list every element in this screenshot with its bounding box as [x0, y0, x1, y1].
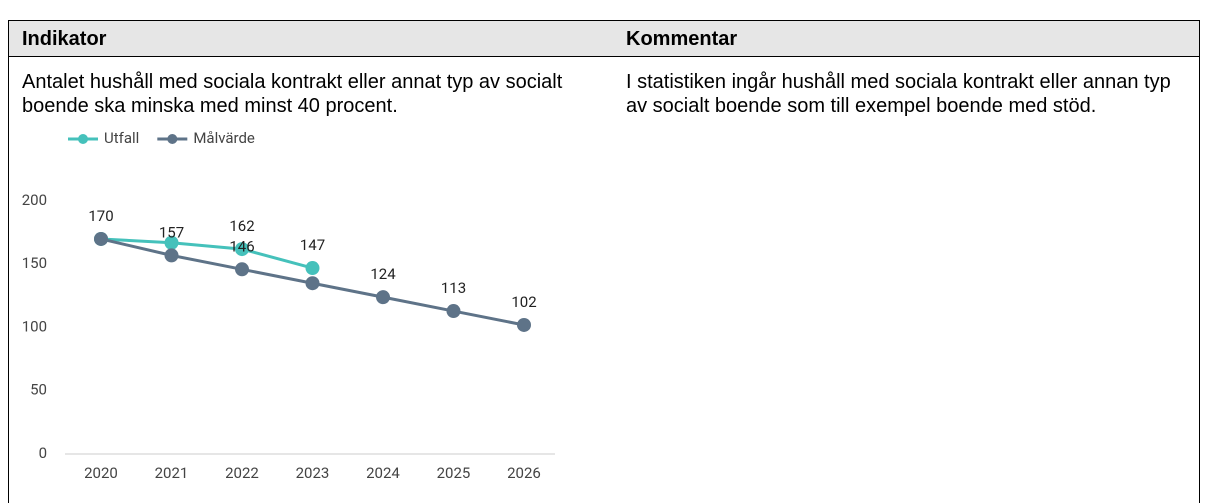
border [1199, 20, 1200, 503]
x-tick-label: 2022 [225, 464, 259, 482]
column-header: Kommentar [626, 28, 738, 50]
data-point [235, 242, 249, 257]
legend-marker [78, 134, 88, 144]
border [8, 20, 1200, 21]
data-label: 162 [229, 217, 254, 235]
x-tick-label: 2024 [366, 464, 400, 482]
data-point [376, 290, 390, 305]
legend-label: Målvärde [193, 129, 255, 147]
chart: Utfall Målvärde 0 50 100 150 200 2020 2021 2022 20… [22, 129, 555, 482]
y-tick-label: 0 [39, 444, 47, 462]
data-label: 170 [88, 207, 113, 225]
x-tick-label: 2025 [437, 464, 471, 482]
comment-text: I statistiken ingår hushåll med sociala … [626, 71, 1171, 117]
data-point [517, 317, 531, 332]
legend-marker [167, 134, 178, 144]
legend-label: Utfall [104, 129, 139, 147]
y-tick-label: 50 [30, 381, 47, 399]
y-tick-label: 200 [22, 191, 47, 209]
data-point [164, 248, 179, 263]
data-point [164, 235, 179, 250]
series-line [100, 237, 313, 270]
data-label: 157 [159, 223, 184, 241]
data-point [305, 276, 320, 291]
y-tick-label: 150 [22, 254, 47, 272]
data-label: 124 [370, 265, 396, 283]
x-tick-label: 2020 [84, 464, 118, 482]
indicator-text: Antalet hushåll med sociala kontrakt ell… [22, 71, 563, 117]
border [8, 20, 9, 503]
x-tick-label: 2026 [507, 464, 541, 482]
header-bg [9, 21, 1199, 56]
data-point [305, 261, 320, 276]
border [8, 56, 1200, 57]
data-point [94, 231, 108, 246]
data-label: 146 [229, 237, 254, 255]
data-label: 102 [511, 293, 536, 311]
data-point [446, 304, 461, 319]
x-tick-label: 2021 [155, 464, 189, 482]
x-tick-label: 2023 [296, 464, 330, 482]
y-tick-label: 100 [22, 317, 47, 335]
data-label: 147 [300, 236, 325, 254]
data-label: 113 [441, 279, 466, 297]
column-header: Indikator [22, 28, 107, 50]
data-point [235, 262, 249, 277]
